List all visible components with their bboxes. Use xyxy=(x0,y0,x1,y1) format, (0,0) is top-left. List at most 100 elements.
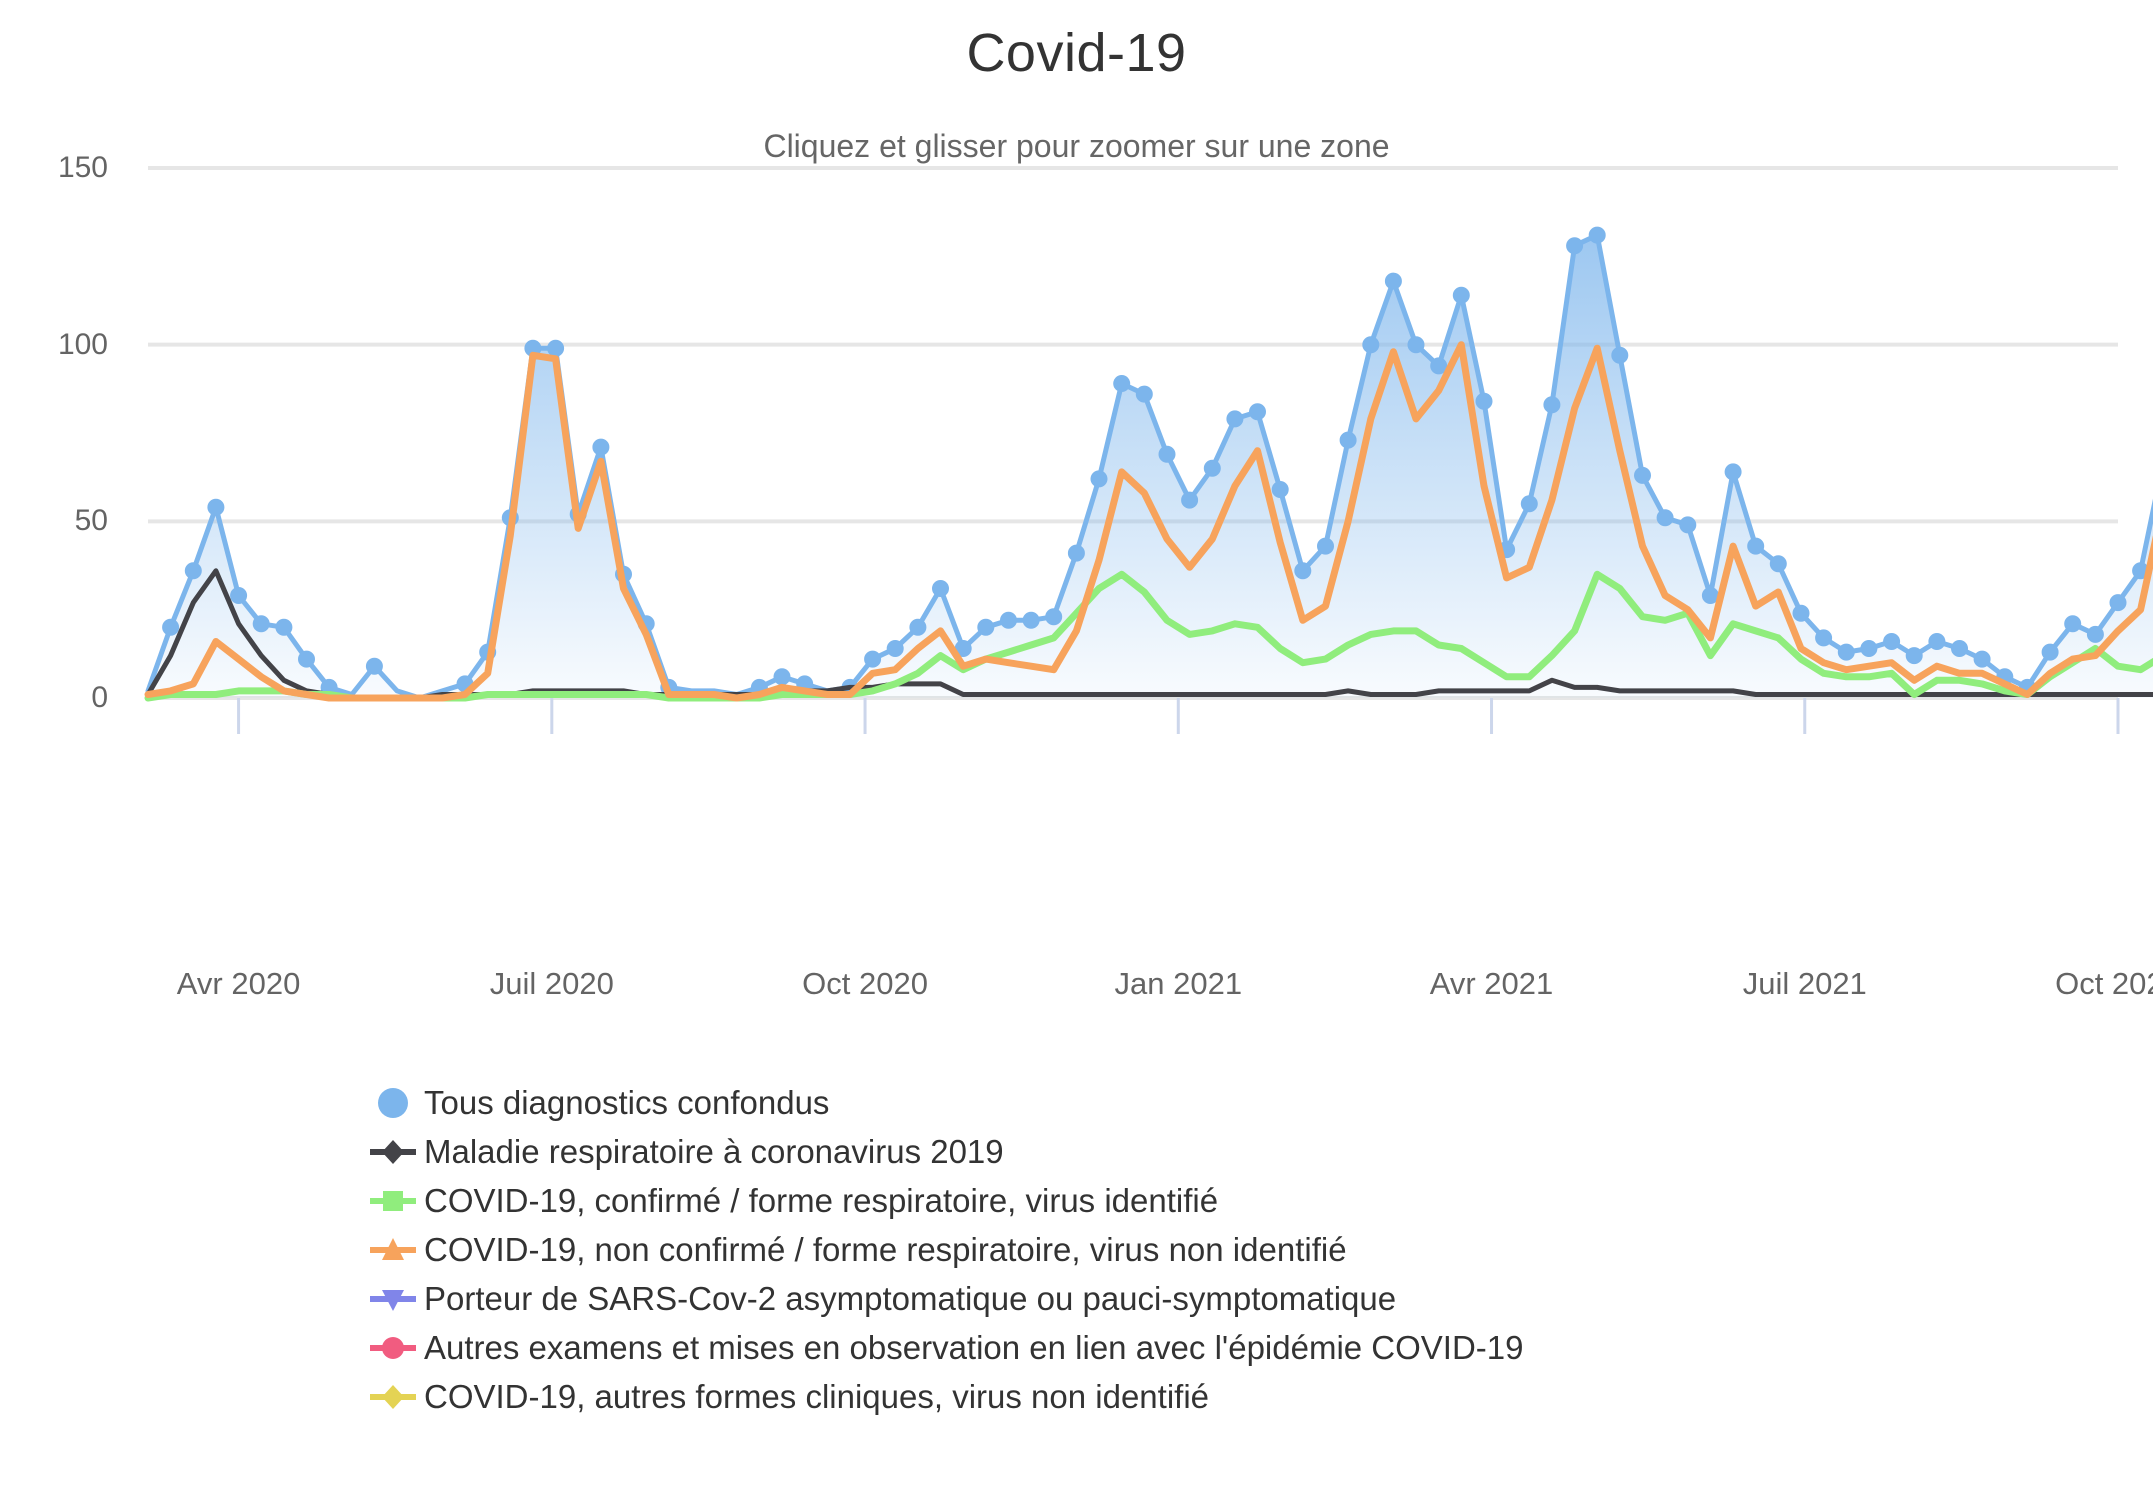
data-point xyxy=(1973,650,1991,668)
data-point xyxy=(2086,625,2104,643)
x-axis-tick-label: Avr 2020 xyxy=(176,966,301,1001)
legend-item[interactable]: COVID-19, confirmé / forme respiratoire,… xyxy=(370,1176,1870,1225)
data-point xyxy=(886,640,904,657)
legend-marker-wrapper xyxy=(370,1132,416,1172)
data-point xyxy=(2041,643,2059,661)
x-axis-tick-label: Jan 2021 xyxy=(1114,966,1243,1001)
legend-marker-wrapper xyxy=(370,1279,416,1319)
legend-item-label: Autres examens et mises en observation e… xyxy=(424,1328,1524,1366)
triangle-down-marker-icon xyxy=(370,1289,416,1311)
legend-item-label: COVID-19, confirmé / forme respiratoire,… xyxy=(424,1181,1219,1219)
legend-item[interactable]: COVID-19, non confirmé / forme respirato… xyxy=(370,1225,1870,1274)
data-point xyxy=(2109,594,2127,612)
data-point xyxy=(1249,403,1266,421)
data-point xyxy=(909,618,927,636)
y-axis-tick-label: 0 xyxy=(91,681,108,714)
data-point xyxy=(773,668,791,686)
series-line-2 xyxy=(144,570,2153,702)
circle-marker-icon xyxy=(370,1336,416,1359)
y-axis-tick-label: 50 xyxy=(74,504,108,538)
series-area-0 xyxy=(148,235,2153,698)
data-point xyxy=(1226,410,1244,428)
data-point xyxy=(298,650,315,668)
data-point xyxy=(1747,537,1765,555)
data-point xyxy=(864,650,882,668)
data-point xyxy=(365,657,383,675)
data-point xyxy=(1158,445,1176,463)
chart-plot-svg[interactable] xyxy=(0,0,2153,1020)
data-point xyxy=(1792,604,1810,622)
diamond-marker-icon xyxy=(370,1384,416,1409)
data-point xyxy=(1271,481,1289,498)
data-point xyxy=(162,618,180,636)
data-point xyxy=(230,587,248,604)
legend-item-label: COVID-19, non confirmé / forme respirato… xyxy=(424,1230,1347,1268)
triangle-up-marker-icon xyxy=(370,1237,416,1260)
legend-item[interactable]: COVID-19, autres formes cliniques, virus… xyxy=(370,1372,1870,1421)
data-point xyxy=(1951,640,1968,657)
data-point xyxy=(252,615,270,633)
data-point xyxy=(1407,336,1425,354)
legend-item[interactable]: Autres examens et mises en observation e… xyxy=(370,1323,1870,1372)
data-point xyxy=(1634,466,1651,484)
data-point xyxy=(184,562,202,580)
diamond-marker-icon xyxy=(370,1139,416,1164)
data-point xyxy=(1362,336,1380,354)
x-axis-tick-label: Juil 2021 xyxy=(1742,966,1867,1001)
x-axis-tick-label: Juil 2020 xyxy=(489,966,614,1001)
data-point xyxy=(207,498,225,516)
x-axis-tick-label: Oct 2021 xyxy=(2055,966,2153,1001)
legend-item-label: Maladie respiratoire à coronavirus 2019 xyxy=(424,1132,1004,1170)
chart-subtitle: Cliquez et glisser pour zoomer sur une z… xyxy=(763,128,1390,164)
data-point xyxy=(1067,544,1085,562)
data-point xyxy=(1181,491,1199,509)
data-point xyxy=(1294,562,1312,580)
data-point xyxy=(1317,537,1334,555)
legend-item-label: COVID-19, autres formes cliniques, virus… xyxy=(424,1377,1210,1415)
data-point xyxy=(977,618,995,636)
series-line-3 xyxy=(144,341,2153,702)
legend-marker-wrapper xyxy=(370,1083,416,1123)
legend-item[interactable]: Tous diagnostics confondus xyxy=(370,1078,1870,1127)
data-point xyxy=(1815,629,1833,647)
data-point xyxy=(592,438,610,456)
chart-title: Covid-19 xyxy=(966,23,1187,83)
data-point xyxy=(547,339,565,357)
legend-marker-wrapper xyxy=(370,1328,416,1368)
square-marker-icon xyxy=(370,1190,416,1211)
data-point xyxy=(1724,463,1742,481)
legend-marker-wrapper xyxy=(370,1377,416,1417)
y-axis-tick-label: 150 xyxy=(57,151,108,184)
data-point xyxy=(1928,633,1946,650)
data-point xyxy=(1883,633,1901,650)
data-point xyxy=(1384,272,1402,290)
data-point xyxy=(1022,611,1040,629)
data-point xyxy=(1339,431,1357,449)
legend-item[interactable]: Maladie respiratoire à coronavirus 2019 xyxy=(370,1127,1870,1176)
data-point xyxy=(1588,226,1606,244)
legend-item[interactable]: Porteur de SARS-Cov-2 asymptomatique ou … xyxy=(370,1274,1870,1323)
data-point xyxy=(1769,555,1787,573)
data-point xyxy=(1611,346,1629,364)
chart-legend[interactable]: Tous diagnostics confondus Maladie respir… xyxy=(370,1078,1870,1421)
circle-marker-icon xyxy=(378,1087,408,1118)
data-point xyxy=(932,580,949,597)
data-point xyxy=(1090,470,1108,488)
legend-marker-wrapper xyxy=(370,1181,416,1221)
legend-item-label: Porteur de SARS-Cov-2 asymptomatique ou … xyxy=(424,1279,1397,1317)
plot-area[interactable]: 150 100 50 0 Avr 2020 Juil 2020 Oct 2020 Jan 2… xyxy=(0,0,2153,1020)
data-point xyxy=(1905,647,1923,665)
data-point xyxy=(1000,611,1017,629)
data-point xyxy=(1566,237,1584,255)
data-point xyxy=(1837,643,1855,661)
data-point xyxy=(1113,375,1131,392)
legend-marker-wrapper xyxy=(370,1230,416,1270)
data-point xyxy=(1430,357,1448,375)
y-axis-tick-label: 100 xyxy=(57,327,108,361)
data-point xyxy=(1045,608,1063,626)
data-point xyxy=(1543,396,1561,414)
data-point xyxy=(1860,640,1878,657)
x-axis-tick-label: Avr 2021 xyxy=(1429,966,1554,1001)
data-point xyxy=(1475,392,1493,410)
